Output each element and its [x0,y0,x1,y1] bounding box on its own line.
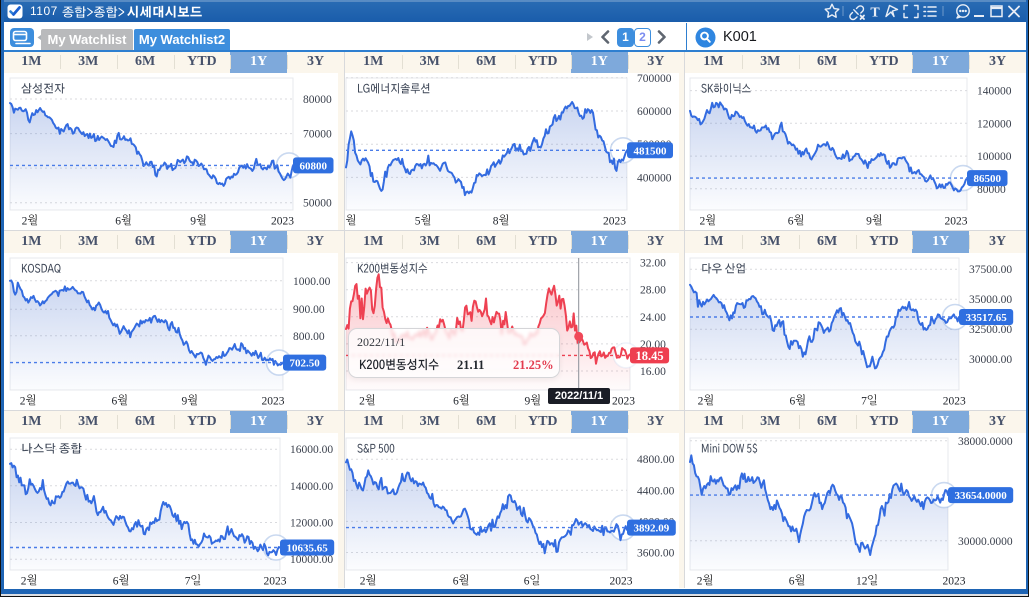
svg-text:2023: 2023 [943,576,966,588]
svg-text:6: 6 [453,396,459,408]
svg-text:2023: 2023 [610,576,633,588]
svg-text:2: 2 [21,576,27,588]
svg-text:2: 2 [360,576,366,588]
svg-text:28.00: 28.00 [640,285,666,297]
svg-text:33654.0000: 33654.0000 [954,490,1007,502]
svg-text:30000.00: 30000.00 [969,354,1012,366]
svg-text:6: 6 [113,576,119,588]
svg-text:T: T [870,6,880,21]
svg-text:100000: 100000 [977,151,1012,163]
svg-text:6: 6 [115,216,121,228]
svg-text:21.11: 21.11 [457,358,484,372]
svg-text:9: 9 [182,396,188,408]
svg-text:2023: 2023 [612,396,635,408]
svg-text:9: 9 [525,396,531,408]
svg-text:7: 7 [861,396,867,408]
svg-text:2023: 2023 [262,396,285,408]
svg-text:2: 2 [698,396,704,408]
svg-text:33517.65: 33517.65 [965,312,1007,324]
svg-text:2023: 2023 [943,396,966,408]
svg-text:35000.00: 35000.00 [969,294,1012,306]
svg-text:2: 2 [345,216,346,228]
svg-text:700000: 700000 [637,73,672,85]
svg-text:2: 2 [22,216,28,228]
svg-text:80000: 80000 [977,184,1006,196]
svg-text:12000.00: 12000.00 [290,518,333,530]
svg-text:3600.00: 3600.00 [637,548,675,560]
svg-text:12: 12 [856,576,868,588]
svg-text:2023: 2023 [264,576,287,588]
svg-text:18.45: 18.45 [636,349,664,363]
svg-text:5: 5 [415,216,421,228]
svg-text:702.50: 702.50 [289,358,320,370]
svg-text:120000: 120000 [977,118,1012,130]
svg-text:400000: 400000 [637,172,672,184]
svg-text:2023: 2023 [603,216,626,228]
svg-text:32500.00: 32500.00 [969,324,1012,336]
svg-text:1000.00: 1000.00 [293,276,331,288]
svg-text:80000: 80000 [303,94,332,106]
svg-text:10635.65: 10635.65 [286,543,328,555]
svg-text:30000.0000: 30000.0000 [958,536,1013,548]
svg-text:481500: 481500 [634,145,668,157]
svg-text:10000.00: 10000.00 [290,554,333,566]
svg-text:60800: 60800 [299,160,327,172]
svg-text:800.00: 800.00 [293,331,325,343]
svg-text:900.00: 900.00 [293,304,325,316]
svg-text:37500.00: 37500.00 [969,264,1012,276]
svg-text:32.00: 32.00 [640,258,666,270]
svg-text:6: 6 [524,576,530,588]
svg-text:4400.00: 4400.00 [637,485,675,497]
svg-text:7: 7 [185,576,191,588]
svg-text:24.00: 24.00 [640,312,666,324]
svg-text:38000.0000: 38000.0000 [958,436,1013,448]
svg-text:9: 9 [866,216,872,228]
svg-text:6: 6 [453,576,459,588]
svg-text:2: 2 [359,396,365,408]
svg-text:3892.09: 3892.09 [634,523,670,535]
svg-text:6: 6 [789,576,795,588]
svg-text:2: 2 [697,576,703,588]
svg-text:16.00: 16.00 [640,366,666,378]
svg-text:4800.00: 4800.00 [637,454,675,466]
svg-text:6: 6 [788,216,794,228]
svg-text:600000: 600000 [637,106,672,118]
svg-text:70000: 70000 [303,129,332,141]
svg-text:2023: 2023 [271,216,294,228]
svg-text:14000.00: 14000.00 [290,481,333,493]
svg-text:6: 6 [112,396,118,408]
svg-text:2: 2 [700,216,706,228]
svg-text:2: 2 [20,396,26,408]
svg-text:86500: 86500 [973,173,1001,185]
svg-text:9: 9 [190,216,196,228]
svg-text:21.25%: 21.25% [513,358,554,372]
svg-text:50000: 50000 [303,198,332,210]
svg-text:6: 6 [790,396,796,408]
svg-text:16000.00: 16000.00 [290,444,333,456]
svg-text:8: 8 [493,216,499,228]
svg-text:2023: 2023 [945,216,968,228]
svg-text:140000: 140000 [977,86,1012,98]
